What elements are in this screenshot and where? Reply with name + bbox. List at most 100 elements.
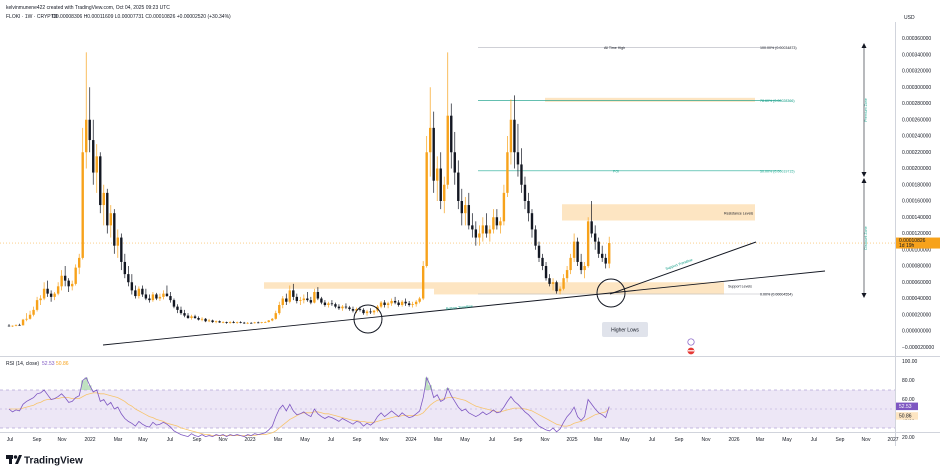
candle-body: [418, 298, 421, 302]
symbol-title[interactable]: FLOKI · 1W · CRYPTO: [6, 14, 58, 20]
candle-body: [544, 266, 548, 279]
candle: [558, 286, 562, 295]
candle: [337, 304, 341, 310]
candle: [242, 321, 246, 324]
candle-body: [130, 282, 134, 291]
candle: [274, 310, 277, 320]
time-tick-label: May: [460, 437, 470, 443]
candle-body: [271, 318, 274, 321]
candle-body: [78, 257, 81, 268]
event-flag-stripe-icon: [688, 350, 694, 352]
price-tick-label: 0.000080000: [902, 264, 931, 270]
candle: [28, 310, 32, 320]
candle-body: [92, 140, 95, 173]
currency-label[interactable]: USD: [904, 15, 915, 21]
candle: [548, 274, 551, 287]
rsi-overbought-fill: [424, 377, 429, 390]
candle-body: [169, 296, 172, 301]
candle-body: [334, 304, 337, 307]
price-axis[interactable]: 0.000360000 0.000340000 0.000320000 0.00030…: [896, 36, 940, 351]
candle: [446, 52, 449, 189]
candle: [418, 296, 421, 304]
candle: [232, 320, 235, 324]
candle-body: [299, 300, 302, 301]
candle-body: [158, 296, 162, 299]
candle-body: [379, 302, 383, 307]
price-tick-label: 0.000320000: [902, 69, 931, 75]
candle-body: [11, 325, 14, 327]
candle: [25, 313, 28, 322]
candle-body: [21, 319, 25, 326]
candle-body: [88, 119, 91, 141]
candle-body: [453, 152, 456, 173]
price-tick-label: 0.000260000: [902, 117, 931, 123]
candle: [21, 318, 25, 326]
candle: [207, 318, 211, 323]
candle: [88, 87, 91, 153]
candle: [499, 217, 502, 234]
candle: [379, 300, 383, 309]
candle: [513, 95, 516, 169]
tradingview-logo[interactable]: TradingView: [6, 455, 83, 467]
price-tick-label: 0.000040000: [902, 296, 931, 302]
rsi-title[interactable]: RSI (14, close): [6, 361, 39, 367]
candle: [260, 321, 263, 324]
candle-body: [257, 322, 260, 324]
time-tick-label: Nov: [58, 437, 67, 443]
candle-body: [85, 119, 88, 153]
candle: [134, 285, 137, 299]
candle: [429, 87, 432, 177]
candle: [70, 280, 74, 291]
time-tick-label: Sep: [836, 437, 845, 443]
candle-body: [113, 213, 116, 246]
candle-body: [232, 322, 235, 323]
candle-body: [432, 127, 435, 181]
candle-body: [362, 309, 365, 314]
candle: [386, 301, 390, 309]
candle-body: [28, 314, 32, 319]
logo-mark-bar-icon: [6, 455, 13, 459]
candle: [285, 293, 288, 305]
time-axis[interactable]: Jul Sep Nov 2022 Mar May Jul Sep Nov 2023 Mar May Ju…: [7, 437, 899, 443]
price-tick-label: 0.000360000: [902, 36, 931, 42]
logo-mark-dot-icon: [13, 455, 18, 459]
candle-body: [579, 261, 583, 271]
candle: [148, 294, 151, 303]
candle-body: [565, 270, 569, 279]
candle-body: [309, 300, 313, 303]
bottom-trendline: [102, 270, 826, 346]
candle: [348, 305, 351, 311]
discount-zone-label: Discount Zone: [864, 226, 868, 249]
candle-body: [530, 213, 534, 230]
candle-body: [488, 229, 492, 234]
candle: [467, 192, 471, 230]
candle: [453, 131, 456, 185]
candle: [572, 233, 576, 262]
candle: [144, 288, 148, 301]
candle: [271, 318, 274, 322]
candle-body: [49, 293, 53, 297]
price-tick-label: 0.000020000: [902, 312, 931, 318]
candle-body: [260, 322, 263, 323]
support-trendline: [609, 241, 757, 295]
price-tick-label: 0.000100000: [902, 247, 931, 253]
time-tick-label: Jul: [167, 437, 173, 443]
candle-body: [165, 293, 169, 297]
candle-body: [397, 302, 400, 305]
candle-body: [67, 280, 70, 287]
candle: [197, 316, 200, 321]
candle-body: [200, 318, 204, 320]
candle: [169, 292, 172, 303]
rsi-tick-label: 80.00: [902, 378, 915, 384]
time-tick-label: Mar: [274, 437, 283, 443]
candle: [450, 103, 453, 169]
candle-body: [604, 257, 607, 264]
rsi-overbought-fill: [80, 380, 85, 390]
candle-body: [390, 300, 393, 304]
candle: [520, 148, 523, 193]
candle: [443, 176, 446, 214]
candle-body: [495, 217, 499, 226]
candle-body: [162, 293, 165, 297]
rsi-tick-label: 100.00: [902, 359, 918, 365]
